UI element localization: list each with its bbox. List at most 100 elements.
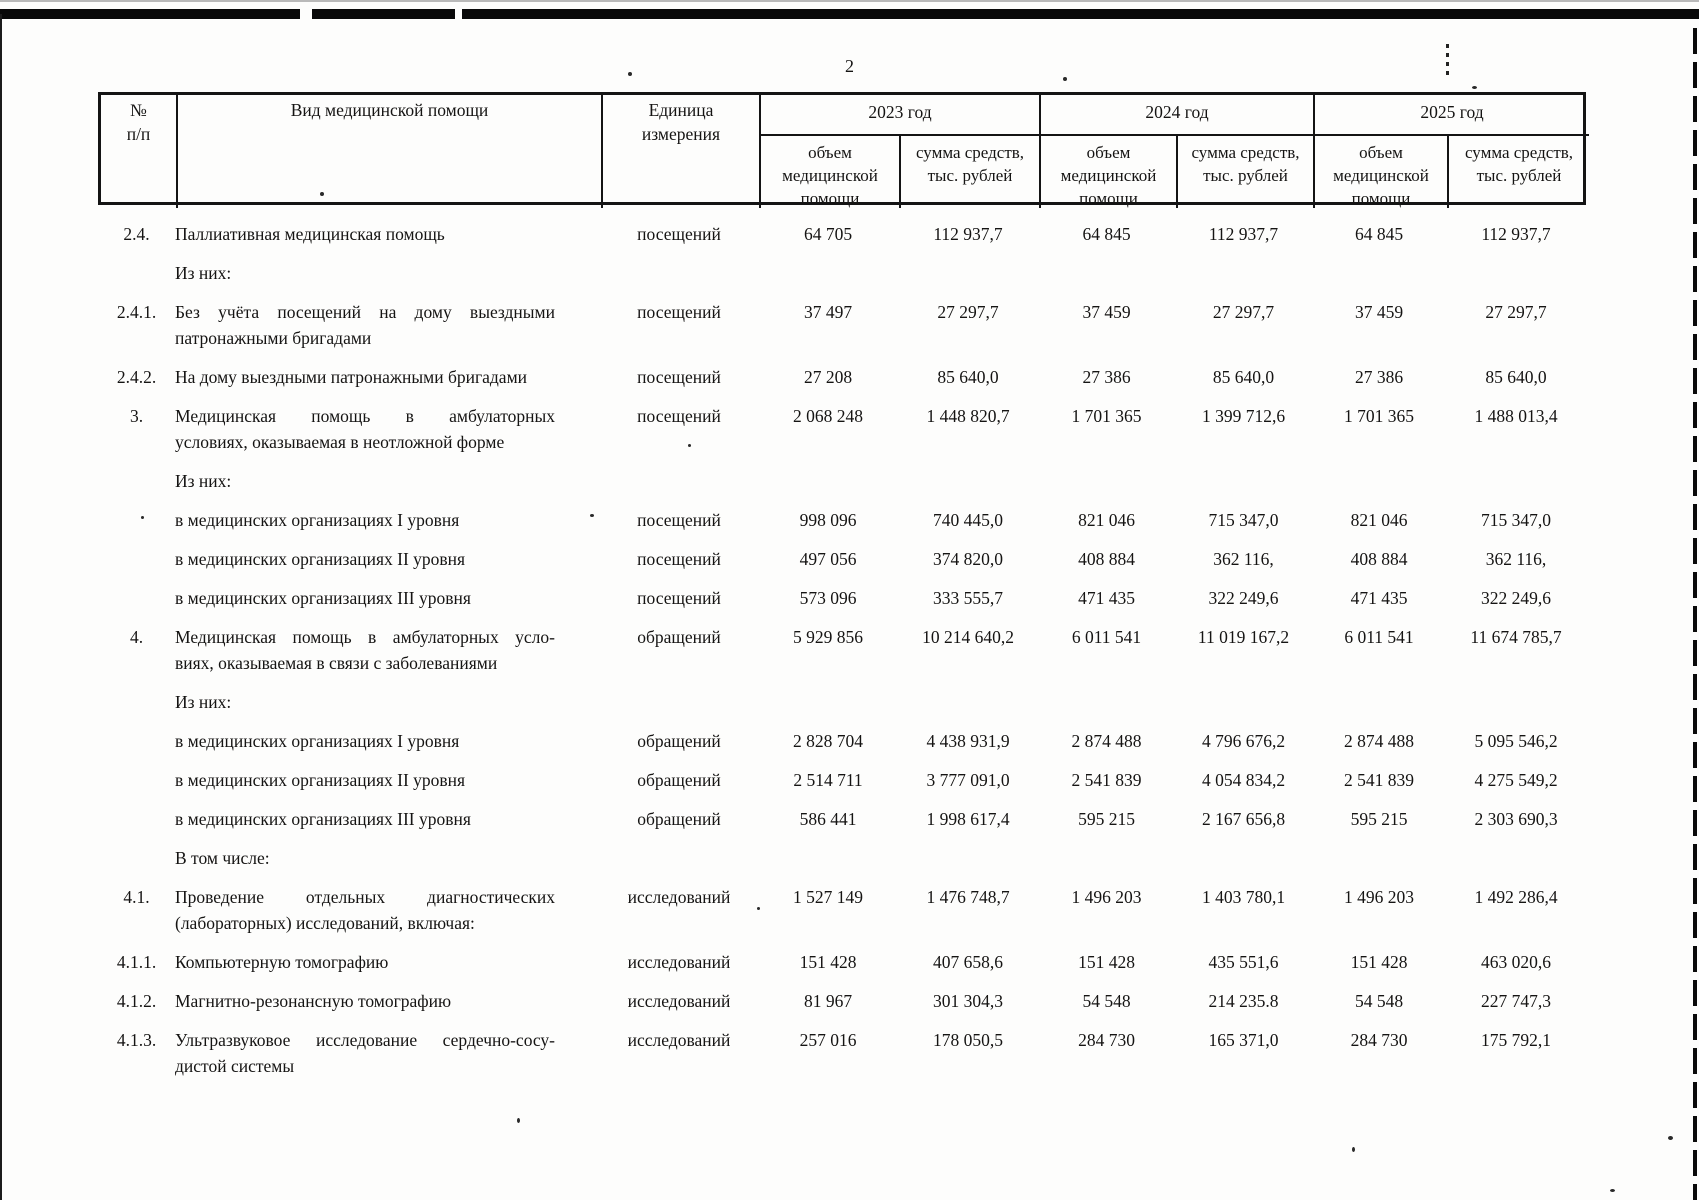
table-row: 2.4.2. На дому выездными патронажными бри…: [98, 364, 1586, 390]
row-name-line: в медицинских организациях I уровня: [175, 510, 460, 530]
row-value: 27 297,7: [1485, 302, 1547, 322]
row-value: 362 116,: [1485, 549, 1547, 569]
row-value: 5 929 856: [793, 627, 863, 647]
row-value: [1175, 845, 1312, 871]
row-name: Без учёта посещений на дому выездными пат…: [175, 299, 600, 351]
table-row: 4. Медицинская помощь в амбулаторных усло…: [98, 624, 1586, 676]
row-name: На дому выездными патронажными бригадами: [175, 364, 600, 390]
scan-speck: [1352, 1147, 1355, 1152]
row-value: 54 548: [1354, 991, 1404, 1011]
row-value: 27 297,7: [1212, 302, 1275, 322]
row-name-line: Проведение отдельных диагностических: [175, 887, 555, 907]
table-group-label-row: Из них:: [98, 689, 1586, 715]
scan-speck: [1668, 1136, 1673, 1140]
row-value: 3 777 091,0: [926, 770, 1010, 790]
table-row: в медицинских организациях II уровня обра…: [98, 767, 1586, 793]
row-value: [898, 845, 1038, 871]
row-value: 1 496 203: [1344, 887, 1414, 907]
row-value: 740 445,0: [933, 510, 1003, 530]
row-number: [98, 806, 175, 832]
row-value: 284 730: [1350, 1030, 1408, 1050]
row-value: 27 297,7: [937, 302, 999, 322]
row-value: 2 167 656,8: [1201, 809, 1286, 829]
num-pp: п/п: [126, 124, 151, 144]
row-value: [1175, 260, 1312, 286]
scan-speck: [1472, 86, 1477, 89]
row-unit: обращений: [637, 770, 721, 790]
row-value: [1446, 689, 1586, 715]
row-unit: посещений: [637, 406, 721, 426]
row-value: 1 488 013,4: [1474, 406, 1558, 426]
row-value: 1 399 712,6: [1201, 406, 1286, 426]
row-value: 151 428: [799, 952, 857, 972]
row-unit: [600, 260, 758, 286]
row-name-line: в медицинских организациях I уровня: [175, 731, 460, 751]
row-value: [1312, 468, 1446, 494]
column-header-type: Вид медицинской помощи: [178, 95, 603, 208]
row-value: 1 701 365: [1071, 406, 1142, 426]
row-name-line: Медицинская помощь в амбулаторных: [175, 406, 555, 426]
table-row: 2.4. Паллиативная медицинская помощь посещ…: [98, 221, 1586, 247]
row-unit: обращений: [637, 809, 721, 829]
row-value: 408 884: [1078, 549, 1135, 569]
row-value: 85 640,0: [1212, 367, 1275, 387]
row-value: 54 548: [1082, 991, 1131, 1011]
row-name-line: Медицинская помощь в амбулаторных усло-: [175, 627, 555, 647]
table-row: в медицинских организациях II уровня посе…: [98, 546, 1586, 572]
row-number: 4.1.2.: [116, 991, 157, 1011]
row-value: 5 095 546,2: [1474, 731, 1558, 751]
row-value: [1312, 845, 1446, 871]
subheader-sum-2023: сумма средств, тыс. рублей: [901, 136, 1041, 208]
row-number: 2.4.1.: [116, 302, 157, 322]
row-name-line: В том числе:: [175, 848, 270, 868]
row-value: 178 050,5: [933, 1030, 1003, 1050]
row-number: [98, 728, 175, 754]
row-value: 112 937,7: [933, 224, 1003, 244]
row-value: [1446, 468, 1586, 494]
row-name-line: в медицинских организациях III уровня: [175, 588, 471, 608]
scan-speck: [517, 1118, 520, 1123]
row-name-line: Без учёта посещений на дому выездными: [175, 302, 555, 322]
row-name-line: виях, оказываемая в связи с заболеваниям…: [175, 653, 498, 673]
row-name: в медицинских организациях III уровня: [175, 806, 600, 832]
scan-left-edge-line: [0, 14, 2, 1200]
table-group-label-row: Из них:: [98, 260, 1586, 286]
row-value: 408 884: [1350, 549, 1408, 569]
row-value: [1312, 260, 1446, 286]
row-value: [1038, 468, 1175, 494]
column-header-year-2024: 2024 год: [1041, 95, 1315, 136]
row-name: в медицинских организациях II уровня: [175, 767, 600, 793]
row-value: 497 056: [799, 549, 857, 569]
row-value: 64 845: [1354, 224, 1404, 244]
row-value: 6 011 541: [1344, 627, 1414, 647]
row-unit: посещений: [637, 588, 721, 608]
scan-speck: [688, 444, 691, 447]
row-value: 81 967: [803, 991, 853, 1011]
row-number: 3.: [129, 406, 144, 426]
row-number: [98, 468, 175, 494]
row-unit: посещений: [637, 549, 721, 569]
row-value: [898, 468, 1038, 494]
row-value: 821 046: [1350, 510, 1408, 530]
row-value: 374 820,0: [933, 549, 1003, 569]
table-row: 3. Медицинская помощь в амбулаторных услов…: [98, 403, 1586, 455]
row-value: 4 054 834,2: [1201, 770, 1286, 790]
row-value: 227 747,3: [1481, 991, 1551, 1011]
column-header-year-2023: 2023 год: [761, 95, 1041, 136]
scan-speck: [757, 907, 760, 910]
row-value: 301 304,3: [933, 991, 1003, 1011]
row-value: 151 428: [1078, 952, 1135, 972]
row-number: [98, 585, 175, 611]
row-unit: обращений: [637, 731, 721, 751]
table-row: 4.1.2. Магнитно-резонансную томографию исс…: [98, 988, 1586, 1014]
row-name-line: в медицинских организациях II уровня: [175, 770, 466, 790]
row-value: 27 208: [803, 367, 853, 387]
row-name: в медицинских организациях I уровня: [175, 728, 600, 754]
subheader-sum-2024: сумма средств, тыс. рублей: [1178, 136, 1315, 208]
row-value: 1 701 365: [1344, 406, 1414, 426]
row-value: [1038, 845, 1175, 871]
row-name-line: Ультразвуковое исследование сердечно-сос…: [175, 1030, 555, 1050]
row-name: в медицинских организациях III уровня: [175, 585, 600, 611]
row-value: 2 874 488: [1344, 731, 1414, 751]
scan-speck: [320, 192, 324, 196]
